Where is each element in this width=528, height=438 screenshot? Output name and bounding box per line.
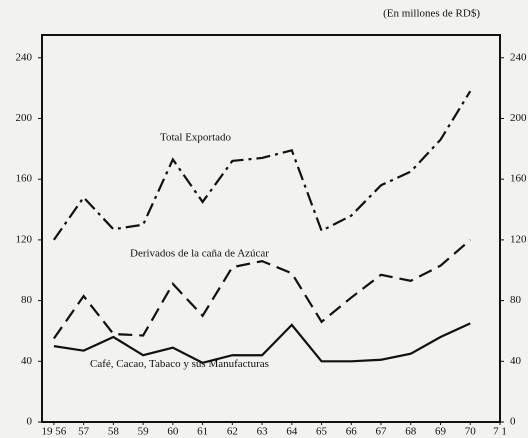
x-tick-label: 61 <box>197 426 208 438</box>
x-tick-label: 59 <box>138 426 150 438</box>
y-tick-label: 160 <box>16 173 33 185</box>
y2-tick-label: 120 <box>510 233 527 245</box>
x-tick-label: 70 <box>465 426 477 438</box>
x-tick-label: 63 <box>257 426 269 438</box>
x-tick-label: 68 <box>405 426 417 438</box>
y2-tick-label: 80 <box>510 294 522 306</box>
x-tick-label: 62 <box>227 426 238 438</box>
y-tick-label: 80 <box>21 294 33 306</box>
x-tick-label: 60 <box>167 426 179 438</box>
y-tick-label: 120 <box>16 233 33 245</box>
y-tick-label: 40 <box>21 355 33 367</box>
y-tick-label: 240 <box>16 51 33 63</box>
series-line <box>53 322 471 364</box>
x-tick-label: 58 <box>108 426 120 438</box>
series-line <box>52 239 471 340</box>
x-tick-label: 7 1 <box>493 426 507 438</box>
x-tick-label: 66 <box>346 426 358 438</box>
y2-tick-label: 0 <box>510 416 516 428</box>
y-tick-label: 200 <box>16 112 33 124</box>
series-annotation: Café, Cacao, Tabaco y sus Manufacturas <box>90 358 269 370</box>
y-tick-label: 0 <box>27 416 33 428</box>
series-annotation: Total Exportado <box>160 132 232 144</box>
x-tick-label: 69 <box>435 426 447 438</box>
plot-frame <box>41 34 501 423</box>
y2-tick-label: 240 <box>510 51 527 63</box>
y2-tick-label: 160 <box>510 173 527 185</box>
series-annotation: Derivados de la caña de Azúcar <box>130 248 269 260</box>
y2-tick-label: 200 <box>510 112 527 124</box>
series-line <box>52 90 472 241</box>
x-tick-label: 64 <box>286 426 298 438</box>
x-tick-label: 65 <box>316 426 328 438</box>
x-tick-label: 67 <box>376 426 388 438</box>
annotation-box: Café, Cacao, Tabaco y sus Manufacturas <box>90 358 269 370</box>
y2-tick-label: 40 <box>510 355 522 367</box>
x-tick-label: 19 56 <box>42 426 67 438</box>
x-tick-label: 57 <box>78 426 90 438</box>
chart-subtitle: (En millones de RD$) <box>383 8 480 20</box>
